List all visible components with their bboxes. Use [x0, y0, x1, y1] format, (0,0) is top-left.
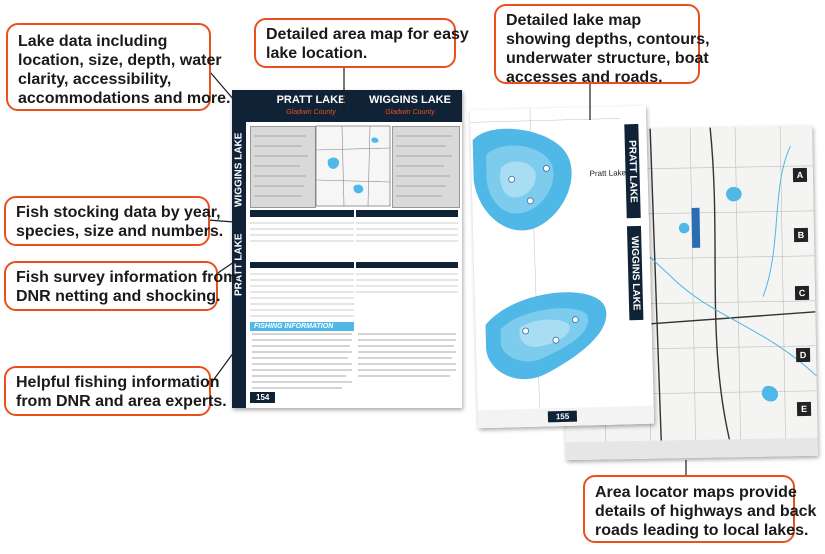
locator-marker: E [796, 401, 812, 417]
lake-label: Pratt Lake [589, 168, 627, 179]
callout-fishing-info: Helpful fishing information from DNR and… [4, 366, 227, 416]
page-number: 154 [250, 392, 276, 403]
callout-locator: Area locator maps provide details of hig… [583, 475, 816, 543]
page-header [232, 90, 462, 122]
lake-depth-map [469, 105, 655, 429]
locator-marker: A [792, 167, 808, 183]
callout-survey: Fish survey information from DNR netting… [4, 261, 237, 311]
locator-marker: D [795, 347, 811, 363]
fishing-info-header: FISHING INFORMATION [250, 322, 354, 331]
callout-lake-map: Detailed lake map showing depths, contou… [494, 4, 710, 86]
lake2-county: Gladwin County [385, 109, 435, 116]
lake1-county: Gladwin County [286, 109, 336, 116]
callout-area-map: Detailed area map for easy lake location… [254, 18, 469, 68]
locator-marker: C [794, 285, 810, 301]
tab-pratt-lake: PRATT LAKE [624, 123, 641, 219]
lake-data-page: PRATT LAKE Gladwin County WIGGINS LAKE G… [232, 90, 462, 408]
page-number: 155 [547, 410, 578, 423]
lake2-name: WIGGINS LAKE [369, 94, 451, 106]
locator-marker: B [793, 227, 809, 243]
info-lines [250, 125, 458, 389]
callout-lake-data: Lake data including location, size, dept… [6, 23, 231, 111]
callout-stocking: Fish stocking data by year, species, siz… [4, 196, 223, 246]
lake1-name: PRATT LAKE [276, 94, 346, 106]
lake-map-page: Pratt Lake PRATT LAKE WIGGINS LAKE 155 [469, 105, 655, 429]
lake-info-box-left [250, 126, 316, 208]
lake-info-box-right [392, 126, 460, 208]
tab-wiggins-lake: WIGGINS LAKE [626, 225, 644, 321]
